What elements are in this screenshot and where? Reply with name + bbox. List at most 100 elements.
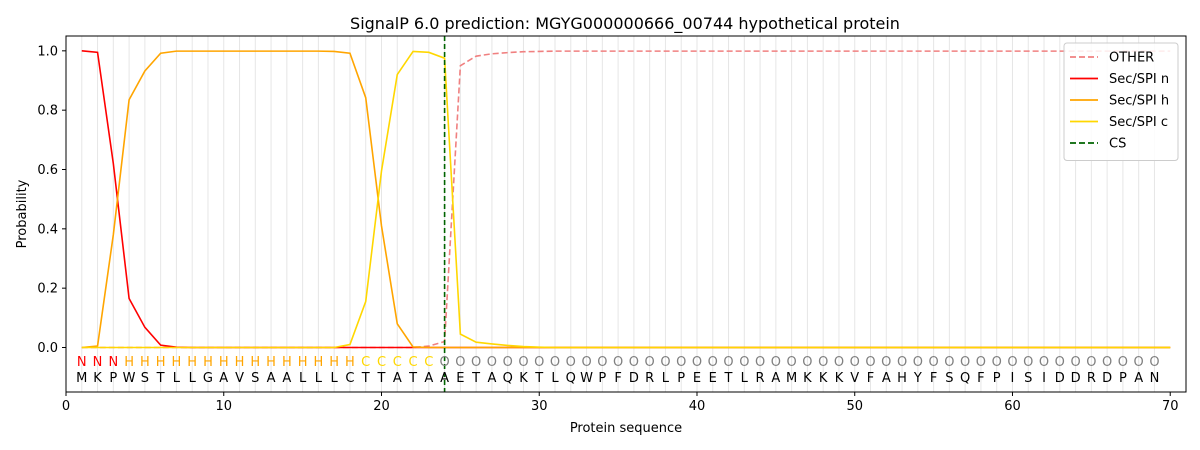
residue-letter: K bbox=[93, 371, 102, 386]
residue-label: C bbox=[377, 355, 386, 370]
residue-letter: A bbox=[487, 371, 496, 386]
residue-letter: A bbox=[219, 371, 228, 386]
residue-letter: L bbox=[551, 371, 559, 386]
residue-letter: S bbox=[945, 371, 953, 386]
residue-letter: F bbox=[930, 371, 937, 386]
residue-label: O bbox=[597, 355, 607, 370]
residue-label: O bbox=[739, 355, 749, 370]
residue-letter: S bbox=[1024, 371, 1032, 386]
residue-letter: K bbox=[819, 371, 828, 386]
residue-label: C bbox=[409, 355, 418, 370]
residue-letter: I bbox=[1011, 371, 1015, 386]
x-tick-label: 10 bbox=[215, 399, 232, 414]
y-tick-label: 0.4 bbox=[37, 222, 58, 237]
residue-label: O bbox=[787, 355, 797, 370]
residue-letter: M bbox=[786, 371, 797, 386]
residue-letter: T bbox=[471, 371, 480, 386]
x-axis-ticks: 0 10 20 30 40 50 60 70 bbox=[62, 392, 1179, 414]
residue-label: H bbox=[266, 355, 276, 370]
residue-label: O bbox=[613, 355, 623, 370]
x-tick-label: 70 bbox=[1162, 399, 1179, 414]
residue-label: O bbox=[566, 355, 576, 370]
residue-letter: T bbox=[156, 371, 165, 386]
residue-label: O bbox=[818, 355, 828, 370]
residue-label: H bbox=[203, 355, 213, 370]
residue-label: O bbox=[881, 355, 891, 370]
residue-label: C bbox=[361, 355, 370, 370]
y-tick-label: 0.2 bbox=[37, 282, 58, 297]
residue-label: O bbox=[471, 355, 481, 370]
residue-label: O bbox=[455, 355, 465, 370]
residue-letter: L bbox=[173, 371, 181, 386]
residue-label: H bbox=[314, 355, 324, 370]
residue-label: O bbox=[1134, 355, 1144, 370]
residue-letter: W bbox=[123, 371, 136, 386]
chart-title: SignalP 6.0 prediction: MGYG000000666_00… bbox=[350, 14, 900, 34]
residue-label: O bbox=[660, 355, 670, 370]
residue-letter: T bbox=[534, 371, 543, 386]
residue-letter: A bbox=[771, 371, 780, 386]
x-axis-label: Protein sequence bbox=[570, 421, 682, 436]
residue-label: O bbox=[629, 355, 639, 370]
residue-letter: L bbox=[331, 371, 339, 386]
x-tick-label: 50 bbox=[846, 399, 863, 414]
residue-label: O bbox=[1039, 355, 1049, 370]
residue-label: O bbox=[692, 355, 702, 370]
residue-letter: R bbox=[645, 371, 654, 386]
x-tick-label: 20 bbox=[373, 399, 390, 414]
residue-letter: W bbox=[580, 371, 593, 386]
x-tick-label: 0 bbox=[62, 399, 70, 414]
x-tick-label: 60 bbox=[1004, 399, 1021, 414]
residue-letter: T bbox=[361, 371, 370, 386]
residue-label: O bbox=[913, 355, 923, 370]
residue-letter: V bbox=[235, 371, 244, 386]
residue-label: H bbox=[250, 355, 260, 370]
residue-letter: Q bbox=[503, 371, 513, 386]
residue-letter: Y bbox=[913, 371, 922, 386]
legend-entry-label: Sec/SPI h bbox=[1109, 94, 1169, 109]
residue-label: H bbox=[156, 355, 166, 370]
legend-entry-label: Sec/SPI c bbox=[1109, 115, 1168, 130]
residue-letter: A bbox=[1134, 371, 1143, 386]
residue-label: O bbox=[755, 355, 765, 370]
residue-letter: T bbox=[408, 371, 417, 386]
residue-letter: P bbox=[1119, 371, 1127, 386]
legend-box bbox=[1063, 42, 1179, 161]
residue-label: O bbox=[802, 355, 812, 370]
residue-label: C bbox=[424, 355, 433, 370]
residue-letter: A bbox=[424, 371, 433, 386]
residue-letter: R bbox=[756, 371, 765, 386]
residue-letter: L bbox=[299, 371, 307, 386]
x-tick-label: 30 bbox=[531, 399, 548, 414]
residue-label: H bbox=[172, 355, 182, 370]
legend-entry-label: Sec/SPI n bbox=[1109, 72, 1169, 87]
residue-label: H bbox=[345, 355, 355, 370]
residue-letter: F bbox=[614, 371, 621, 386]
residue-letter: L bbox=[662, 371, 670, 386]
residue-letter: D bbox=[1055, 371, 1065, 386]
residue-label: O bbox=[708, 355, 718, 370]
residue-letter: A bbox=[882, 371, 891, 386]
residue-letter: L bbox=[189, 371, 197, 386]
residue-label: O bbox=[944, 355, 954, 370]
residue-label: O bbox=[534, 355, 544, 370]
residue-label: H bbox=[329, 355, 339, 370]
y-tick-label: 0.6 bbox=[37, 163, 58, 178]
residue-label: H bbox=[235, 355, 245, 370]
residue-label: O bbox=[518, 355, 528, 370]
residue-label: N bbox=[77, 355, 87, 370]
residue-letter: E bbox=[693, 371, 701, 386]
residue-letter: A bbox=[282, 371, 291, 386]
residue-label: O bbox=[992, 355, 1002, 370]
residue-letter: S bbox=[251, 371, 259, 386]
y-axis-label: Probability bbox=[15, 179, 30, 248]
residue-letter: F bbox=[977, 371, 984, 386]
series-layer bbox=[81, 50, 1171, 349]
residue-label: O bbox=[1023, 355, 1033, 370]
y-axis-ticks: 0.0 0.2 0.4 0.6 0.8 1.0 bbox=[37, 44, 66, 356]
residue-label: O bbox=[1118, 355, 1128, 370]
residue-letter: C bbox=[345, 371, 354, 386]
residue-letter: P bbox=[993, 371, 1001, 386]
